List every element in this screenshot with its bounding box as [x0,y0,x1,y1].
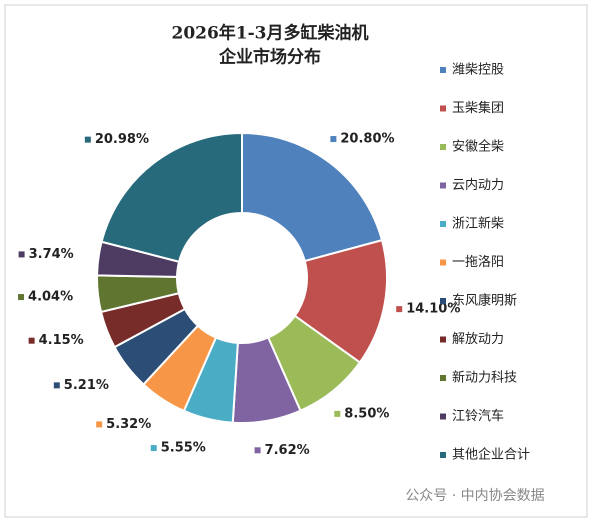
legend-swatch [440,413,446,420]
watermark: 公众号 · 中内协会数据 [405,488,544,504]
data-label: 5.55% [161,441,206,456]
label-marker [330,136,337,143]
legend-label: 东风康明斯 [452,293,517,309]
legend-label: 解放动力 [452,332,504,347]
data-label: 7.62% [265,443,310,458]
data-label: 4.15% [39,333,84,348]
data-label: 4.04% [28,290,73,305]
data-label: 3.74% [29,247,74,262]
label-marker [96,421,103,428]
chart-title: 企业市场分布 [218,47,321,68]
label-marker [150,445,157,452]
label-marker [53,382,60,389]
legend-label: 一拖洛阳 [452,255,504,270]
frame [4,4,588,518]
legend-swatch [440,221,446,227]
data-label: 14.10% [406,302,460,317]
donut-slice [100,131,243,263]
legend-swatch [440,259,446,266]
label-marker [84,136,91,143]
legend-swatch [440,144,446,150]
legend-swatch [440,336,446,343]
legend-label: 云内动力 [452,177,504,193]
legend-swatch [440,298,446,304]
legend-swatch [440,375,446,381]
legend-label: 安徽全柴 [452,139,504,155]
label-marker [254,447,261,454]
label-marker [334,410,341,417]
label-marker [396,306,403,313]
legend-swatch [440,182,446,189]
data-label: 20.98% [95,132,149,147]
legend-swatch [440,105,446,112]
legend-label: 潍柴控股 [452,63,504,78]
data-label: 5.32% [106,417,151,432]
data-label: 5.21% [64,378,109,393]
legend-label: 江铃汽车 [452,408,504,424]
legend-label: 其他企业合计 [452,447,530,463]
data-label: 8.50% [344,406,389,421]
data-label: 20.80% [340,132,394,147]
donut-slice [241,131,384,263]
label-marker [28,337,35,344]
legend-label: 玉柴集团 [452,100,504,116]
legend-swatch [440,452,446,458]
legend-swatch [440,67,446,73]
legend-label: 新动力科技 [452,370,517,386]
chart-title: 2026年1-3月多缸柴油机 [171,23,368,44]
label-marker [18,251,25,258]
legend-label: 浙江新柴 [452,216,504,232]
label-marker [18,294,25,301]
